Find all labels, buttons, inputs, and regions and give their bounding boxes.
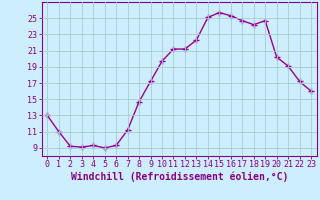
X-axis label: Windchill (Refroidissement éolien,°C): Windchill (Refroidissement éolien,°C) [70, 172, 288, 182]
